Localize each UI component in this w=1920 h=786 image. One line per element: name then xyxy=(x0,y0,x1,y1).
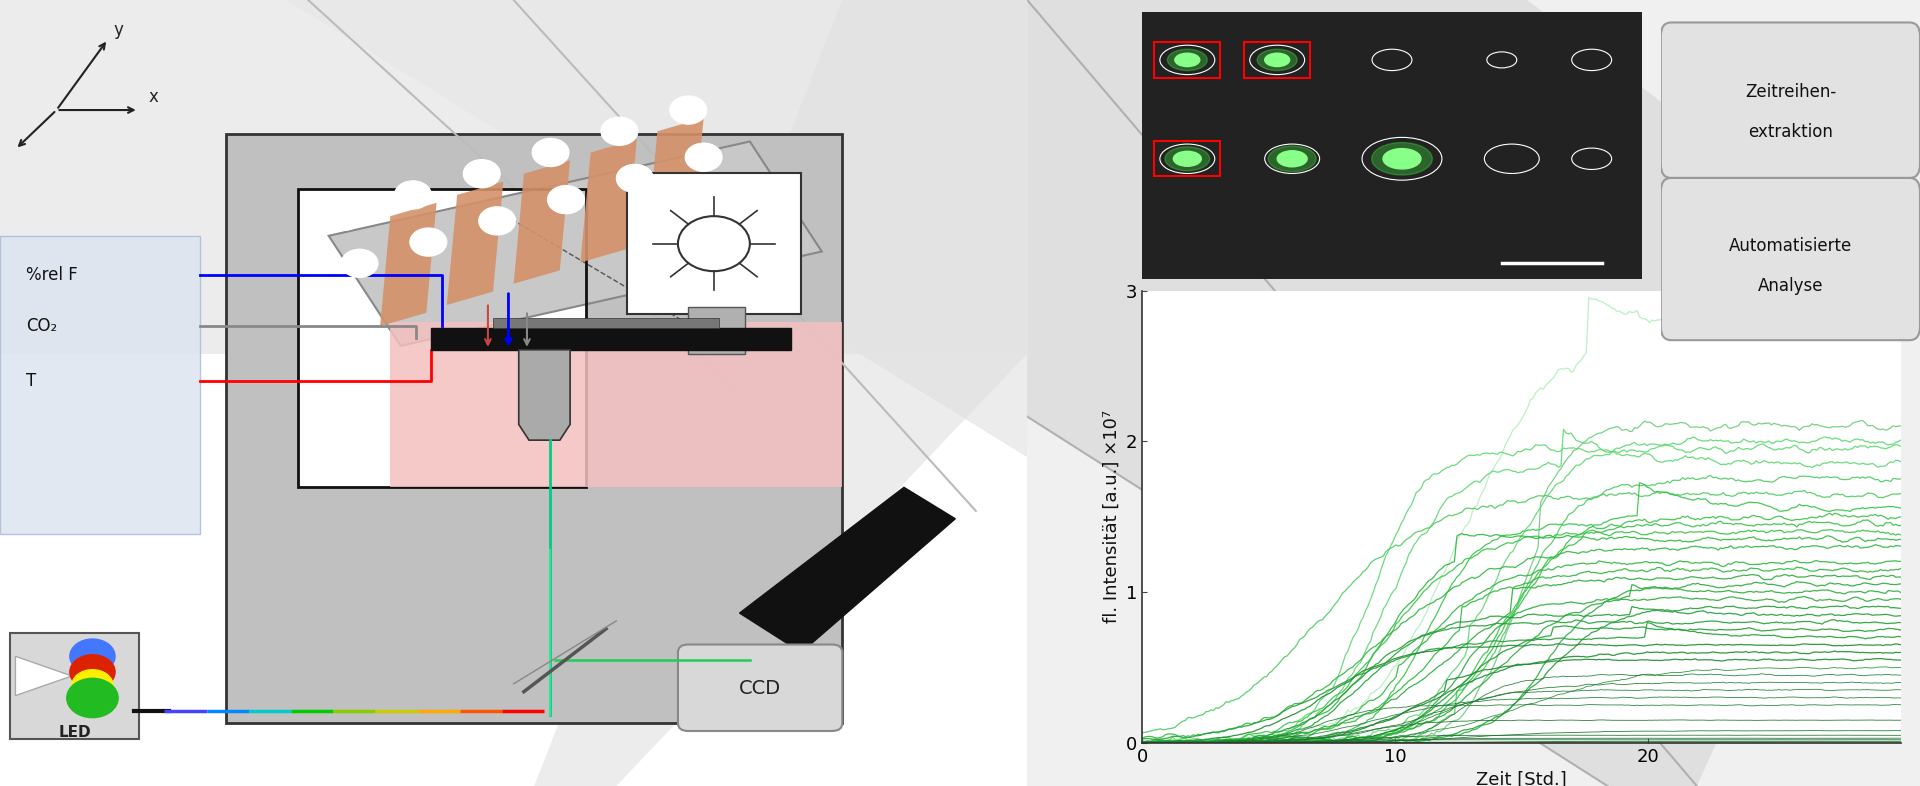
Polygon shape xyxy=(1027,0,1920,786)
Circle shape xyxy=(670,96,707,124)
Circle shape xyxy=(601,117,637,145)
Bar xyxy=(1154,141,1221,176)
Text: CO₂: CO₂ xyxy=(25,318,58,335)
X-axis label: Zeit [Std.]: Zeit [Std.] xyxy=(1476,771,1567,786)
Circle shape xyxy=(1371,142,1432,175)
Y-axis label: fl. Intensität [a.u.] ×10⁷: fl. Intensität [a.u.] ×10⁷ xyxy=(1102,410,1121,623)
Circle shape xyxy=(342,249,378,277)
Bar xyxy=(1154,42,1221,78)
Bar xyxy=(298,189,586,487)
FancyBboxPatch shape xyxy=(687,307,745,354)
Polygon shape xyxy=(380,203,436,326)
Bar xyxy=(493,318,718,328)
Circle shape xyxy=(1175,53,1200,67)
Circle shape xyxy=(409,228,447,256)
Polygon shape xyxy=(515,160,570,284)
Text: T: T xyxy=(25,373,36,390)
Text: extraktion: extraktion xyxy=(1747,123,1834,141)
Circle shape xyxy=(67,678,119,718)
Polygon shape xyxy=(739,487,956,652)
Polygon shape xyxy=(288,0,1027,456)
Text: %rel F: %rel F xyxy=(25,266,77,284)
Polygon shape xyxy=(534,0,1027,786)
Circle shape xyxy=(478,207,516,235)
Circle shape xyxy=(1382,149,1421,169)
FancyBboxPatch shape xyxy=(678,645,843,731)
Circle shape xyxy=(685,143,722,171)
Circle shape xyxy=(532,138,568,167)
Text: Automatisierte: Automatisierte xyxy=(1728,237,1853,255)
Circle shape xyxy=(71,670,113,701)
Text: Zeitreihen-: Zeitreihen- xyxy=(1745,83,1836,101)
Circle shape xyxy=(1167,50,1208,71)
Circle shape xyxy=(69,655,115,689)
Circle shape xyxy=(1265,53,1290,67)
Circle shape xyxy=(326,202,363,230)
Polygon shape xyxy=(447,182,503,305)
Text: y: y xyxy=(113,21,123,39)
Circle shape xyxy=(1277,151,1308,167)
Text: CCD: CCD xyxy=(739,679,781,698)
Bar xyxy=(227,134,843,723)
Polygon shape xyxy=(15,656,71,696)
FancyBboxPatch shape xyxy=(1661,178,1920,340)
Circle shape xyxy=(394,181,432,209)
FancyBboxPatch shape xyxy=(10,633,138,739)
Circle shape xyxy=(463,160,501,188)
Circle shape xyxy=(69,639,115,674)
Bar xyxy=(390,322,843,487)
Circle shape xyxy=(547,185,584,214)
Circle shape xyxy=(1258,50,1298,71)
Bar xyxy=(1244,42,1309,78)
Text: LED: LED xyxy=(60,725,92,740)
Circle shape xyxy=(1173,151,1202,167)
Polygon shape xyxy=(518,350,570,440)
Text: x: x xyxy=(150,88,159,106)
FancyBboxPatch shape xyxy=(1661,23,1920,178)
Bar xyxy=(432,328,791,350)
Circle shape xyxy=(1165,147,1210,171)
Polygon shape xyxy=(580,139,637,263)
FancyBboxPatch shape xyxy=(0,236,200,534)
Circle shape xyxy=(616,164,653,193)
Circle shape xyxy=(1269,146,1315,171)
Text: Analyse: Analyse xyxy=(1757,277,1824,295)
Polygon shape xyxy=(647,118,703,241)
FancyBboxPatch shape xyxy=(626,173,801,314)
Polygon shape xyxy=(0,0,1027,354)
Polygon shape xyxy=(328,141,822,346)
